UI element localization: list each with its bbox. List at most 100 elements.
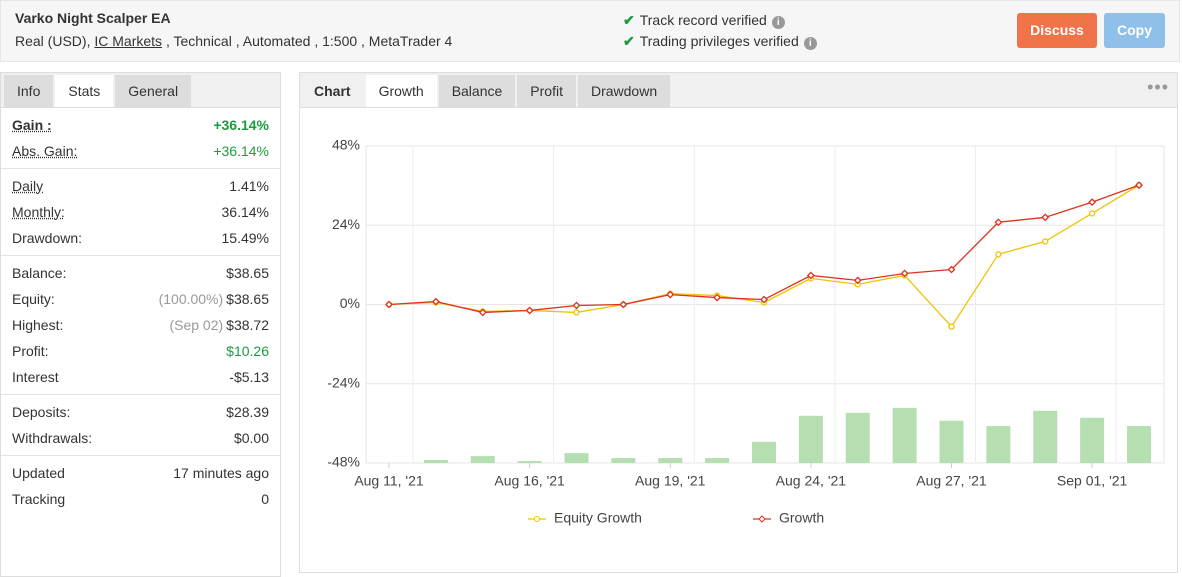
point <box>525 306 534 315</box>
stats-label: Abs. Gain: <box>12 143 78 159</box>
stats-value: $38.72 <box>226 317 269 333</box>
series-line <box>388 184 1140 314</box>
verified-row: ✔ Trading privileges verified i <box>623 31 817 52</box>
y-tick-label: 48% <box>332 137 360 153</box>
chart-tab[interactable]: Growth <box>365 75 437 107</box>
stats-value-wrap: (Sep 02) $38.72 <box>169 312 269 338</box>
info-tabs: Info Stats General <box>1 73 280 108</box>
stats-value: $28.39 <box>226 404 269 420</box>
point <box>806 271 815 280</box>
stats-row: Daily 1.41% <box>1 173 280 199</box>
chart-tab[interactable]: Profit <box>517 75 576 107</box>
stats-row: Drawdown: 15.49% <box>1 225 280 251</box>
y-tick-label: 24% <box>332 216 360 232</box>
stats-value: $38.65 <box>226 265 269 281</box>
stats-value: -$5.13 <box>229 369 269 385</box>
stats-value: 15.49% <box>221 230 269 246</box>
verified-text: Trading privileges verified <box>639 33 799 49</box>
stats-row: Gain : +36.14% <box>1 112 280 138</box>
point <box>619 300 628 309</box>
stats-row: Equity: (100.00%) $38.65 <box>1 286 280 312</box>
header: Varko Night Scalper EA Real (USD), IC Ma… <box>0 0 1180 62</box>
stats-value-wrap: +36.14% <box>213 112 269 138</box>
x-tick-label: Aug 27, '21 <box>916 473 987 489</box>
stats-value: $10.26 <box>226 343 269 359</box>
discuss-button[interactable]: Discuss <box>1017 13 1097 48</box>
legend-label: Growth <box>779 510 824 526</box>
x-tick-label: Aug 16, '21 <box>494 473 565 489</box>
stats-row: Balance: $38.65 <box>1 260 280 286</box>
bar <box>939 420 964 463</box>
bar <box>470 456 495 463</box>
stats-value-wrap: +36.14% <box>213 138 269 164</box>
chart-tabs: Chart Growth Balance Profit Drawdown <box>300 73 1177 108</box>
stats-value: 0 <box>261 491 269 507</box>
stats-row: Profit: $10.26 <box>1 338 280 364</box>
chart-tab[interactable]: Balance <box>438 75 516 107</box>
bar <box>611 458 636 463</box>
stats-value-wrap: $0.00 <box>234 425 269 451</box>
bar <box>845 412 870 463</box>
legend-marker <box>758 515 766 523</box>
verification: ✔ Track record verified i ✔ Trading privile… <box>623 10 817 52</box>
y-tick-label: 0% <box>340 295 360 311</box>
account-info: Real (USD), IC Markets , Technical , Aut… <box>15 33 452 49</box>
stats-value: 36.14% <box>221 204 269 220</box>
legend-label: Equity Growth <box>554 510 642 526</box>
point <box>713 293 722 302</box>
stats-label: Daily <box>12 178 44 194</box>
stats-row: Interest -$5.13 <box>1 364 280 390</box>
stats-row: Monthly: 36.14% <box>1 199 280 225</box>
stats-label: Gain : <box>12 117 52 133</box>
stats-note: (100.00%) <box>158 291 224 307</box>
y-tick-label: -48% <box>327 454 360 470</box>
y-tick-label: -24% <box>327 374 360 390</box>
stats-row: Tracking 0 <box>1 486 280 512</box>
stats-label: Equity: <box>12 291 55 307</box>
point <box>478 308 487 317</box>
stats-value: $0.00 <box>233 430 269 446</box>
chart-tab[interactable]: Drawdown <box>577 75 671 107</box>
stats-row: Abs. Gain: +36.14% <box>1 138 280 164</box>
info-tab[interactable]: Stats <box>55 75 114 107</box>
menu-dots[interactable]: ••• <box>1147 77 1169 97</box>
account-prefix: Real (USD), <box>15 33 91 49</box>
stats-label: Highest: <box>12 317 64 333</box>
stats-label: Drawdown: <box>12 230 83 246</box>
stats-value: +36.14% <box>213 117 269 133</box>
x-tick-label: Sep 01, '21 <box>1057 473 1128 489</box>
point <box>760 295 768 304</box>
bar <box>1033 410 1058 463</box>
stats-value-wrap: (100.00%) $38.65 <box>159 286 269 312</box>
stats-value-wrap: $38.65 <box>226 260 269 286</box>
bar <box>658 458 683 463</box>
copy-button[interactable]: Copy <box>1104 13 1165 48</box>
stats-note: (Sep 02) <box>169 317 224 333</box>
point <box>948 323 955 330</box>
bar <box>798 415 823 463</box>
point <box>572 301 581 310</box>
stats-label: Tracking <box>12 491 66 507</box>
point <box>900 269 909 278</box>
stats-value-wrap: 17 minutes ago <box>173 460 269 486</box>
stats-label: Profit: <box>12 343 49 359</box>
stats-list: Gain : +36.14% Abs. Gain: +36.14% Daily 1.41%… <box>1 108 280 516</box>
stats-label: Withdrawals: <box>12 430 93 446</box>
legend-marker <box>534 516 540 522</box>
stats-row: Highest: (Sep 02) $38.72 <box>1 312 280 338</box>
point <box>1088 210 1096 217</box>
point <box>1135 181 1143 190</box>
bar <box>705 458 730 463</box>
bar <box>892 407 917 463</box>
info-tab[interactable]: Info <box>4 75 54 107</box>
broker-link[interactable]: IC Markets <box>94 33 163 49</box>
stats-label: Balance: <box>12 265 67 281</box>
stats-row: Deposits: $28.39 <box>1 399 280 425</box>
chart-tab-label: Chart <box>314 83 351 99</box>
point <box>853 276 862 285</box>
stats-row: Withdrawals: $0.00 <box>1 425 280 451</box>
stats-group: Balance: $38.65 Equity: (100.00%) $38.65 High… <box>1 256 280 395</box>
info-tab[interactable]: General <box>115 75 192 107</box>
point <box>666 290 675 299</box>
stats-value-wrap: -$5.13 <box>229 364 269 390</box>
